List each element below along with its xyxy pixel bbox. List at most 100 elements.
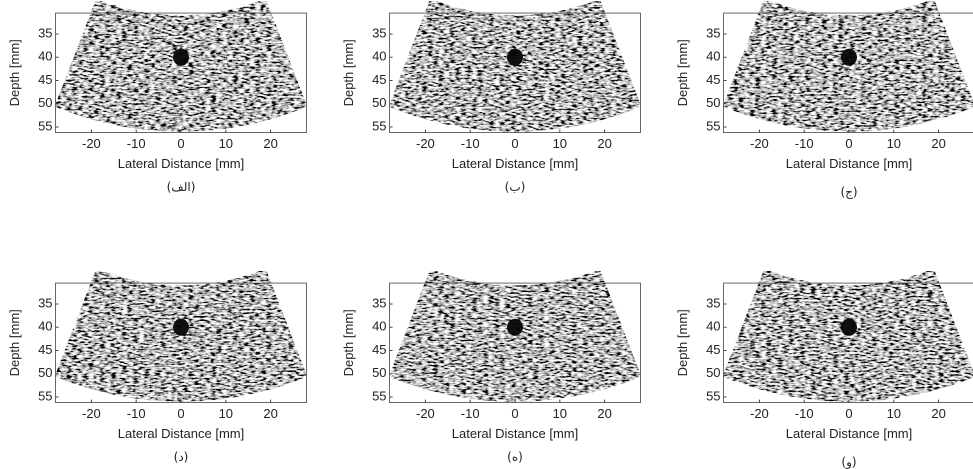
y-tick-label: 35 [372,25,386,40]
panel-caption: (الف) [167,180,196,194]
y-tick-label: 50 [372,95,386,110]
x-tick-label: 10 [887,136,901,151]
x-axis-label: Lateral Distance [mm] [452,426,578,441]
y-axis-label: Depth [mm] [675,309,690,376]
x-tick-label: 0 [511,406,518,421]
ultrasound-image [54,1,308,132]
x-tick-label: 20 [263,406,277,421]
x-tick-label: -10 [795,136,814,151]
panel-caption: (ج) [840,185,857,199]
panel-caption: (و) [841,455,856,469]
x-tick-label: 20 [597,406,611,421]
lesion [507,48,523,66]
lesion [841,318,857,336]
x-axis-label: Lateral Distance [mm] [118,426,244,441]
x-tick-label: -10 [795,406,814,421]
panel-caption: (ه) [507,450,523,464]
x-tick-label: -20 [416,136,435,151]
x-axis-label: Lateral Distance [mm] [452,156,578,171]
ultrasound-image [722,271,973,402]
x-tick-label: -10 [461,406,480,421]
ultrasound-image [388,1,642,132]
panel-caption: (ب) [505,180,526,194]
x-tick-label: -20 [82,136,101,151]
x-tick-label: 20 [597,136,611,151]
y-tick-label: 40 [372,319,386,334]
panel: 35 40 45 50 55 -20 -10 0 10 20 Depth [mm] Lateral D… [675,1,973,199]
lesion [173,48,189,66]
y-tick-label: 35 [38,295,52,310]
panel: 35 40 45 50 55 -20 -10 0 10 20 Depth [mm] Lateral D… [341,1,642,194]
ultrasound-image [388,271,642,402]
y-tick-label: 40 [38,49,52,64]
y-tick-label: 45 [38,342,52,357]
x-tick-label: 20 [931,136,945,151]
lesion [173,318,189,336]
axes-frame [55,282,307,403]
x-tick-label: -10 [461,136,480,151]
y-axis-label: Depth [mm] [7,309,22,376]
x-tick-label: -20 [750,136,769,151]
y-tick-label: 50 [372,365,386,380]
x-tick-label: 10 [553,406,567,421]
y-tick-label: 35 [706,295,720,310]
y-tick-label: 50 [706,95,720,110]
panel: 35 40 45 50 55 -20 -10 0 10 20 Depth [mm] Lateral D… [341,271,642,464]
ultrasound-image [54,271,308,402]
x-axis-label: Lateral Distance [mm] [786,156,912,171]
y-axis-label: Depth [mm] [341,309,356,376]
x-axis-label: Lateral Distance [mm] [118,156,244,171]
y-tick-label: 35 [706,25,720,40]
panel-caption: (د) [174,450,189,464]
y-tick-label: 55 [38,118,52,133]
x-tick-label: 20 [263,136,277,151]
y-tick-label: 45 [372,342,386,357]
lesion [841,48,857,66]
panel: 35 40 45 50 55 -20 -10 0 10 20 Depth [mm] Lateral D… [7,271,308,464]
x-tick-label: 10 [887,406,901,421]
y-tick-label: 40 [38,319,52,334]
x-tick-label: 10 [553,136,567,151]
y-tick-label: 50 [706,365,720,380]
x-tick-label: 10 [219,406,233,421]
x-tick-label: 0 [845,406,852,421]
y-tick-label: 40 [706,319,720,334]
y-tick-label: 55 [372,118,386,133]
y-tick-label: 35 [372,295,386,310]
y-axis-label: Depth [mm] [341,39,356,106]
x-tick-label: -20 [416,406,435,421]
y-tick-label: 45 [38,72,52,87]
x-tick-label: -10 [127,136,146,151]
y-axis-label: Depth [mm] [675,39,690,106]
y-tick-label: 45 [706,72,720,87]
axes-frame [723,282,973,403]
ring [203,45,227,69]
y-axis-label: Depth [mm] [7,39,22,106]
x-tick-label: -10 [127,406,146,421]
x-tick-label: 20 [931,406,945,421]
ultrasound-image [722,1,973,132]
x-axis-label: Lateral Distance [mm] [786,426,912,441]
x-tick-label: 0 [177,136,184,151]
panel: 35 40 45 50 55 -20 -10 0 10 20 Depth [mm] Lateral D… [7,1,308,194]
x-tick-label: -20 [82,406,101,421]
x-tick-label: 0 [511,136,518,151]
x-tick-label: -20 [750,406,769,421]
y-tick-label: 35 [38,25,52,40]
lesion [507,318,523,336]
x-tick-label: 10 [219,136,233,151]
x-tick-label: 0 [845,136,852,151]
y-tick-label: 55 [38,388,52,403]
x-tick-label: 0 [177,406,184,421]
y-tick-label: 45 [706,342,720,357]
y-tick-label: 40 [372,49,386,64]
y-tick-label: 40 [706,49,720,64]
y-tick-label: 55 [372,388,386,403]
panel: 35 40 45 50 55 -20 -10 0 10 20 Depth [mm] Lateral D… [675,271,973,469]
axes-frame [389,282,641,403]
y-tick-label: 55 [706,118,720,133]
y-tick-label: 55 [706,388,720,403]
y-tick-label: 45 [372,72,386,87]
y-tick-label: 50 [38,95,52,110]
